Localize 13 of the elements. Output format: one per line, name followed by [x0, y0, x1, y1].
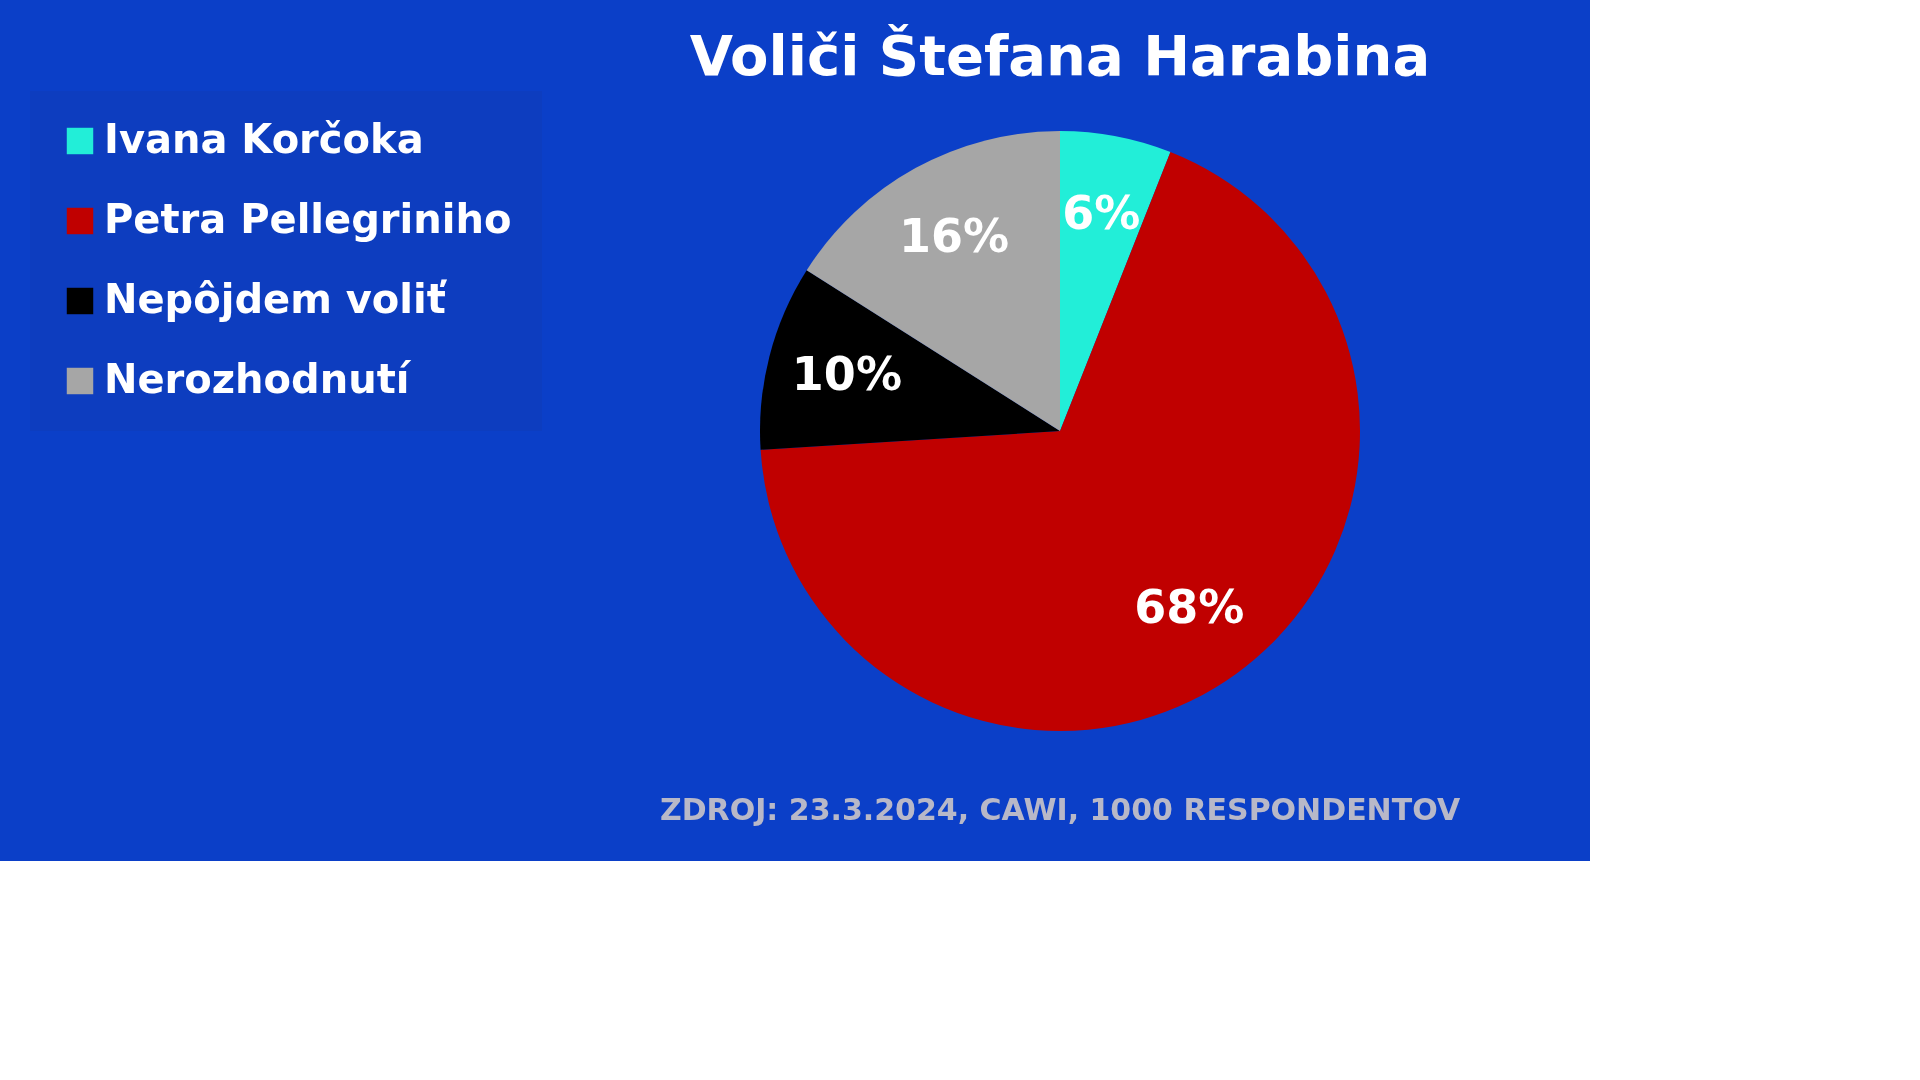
legend-label: Ivana Korčoka — [104, 116, 424, 162]
data-label: 16% — [898, 209, 1010, 264]
pie-slice — [1060, 131, 1171, 431]
data-label: 6% — [1062, 185, 1141, 240]
pie-slice — [760, 152, 1360, 731]
data-label: 10% — [791, 347, 902, 402]
legend-label: Nepôjdem voliť — [104, 276, 448, 322]
pie-slice — [760, 270, 1060, 450]
text: ZDROJ: 23.3.2024, CAWI, 1000 RESPONDENTOV — [659, 792, 1461, 827]
chart-title: Voliči Štefana Harabina — [689, 23, 1431, 88]
legend-label: Petra Pellegriniho — [104, 196, 512, 242]
legend-label: Nerozhodnutí — [104, 356, 412, 402]
data-label: 68% — [1134, 579, 1245, 634]
